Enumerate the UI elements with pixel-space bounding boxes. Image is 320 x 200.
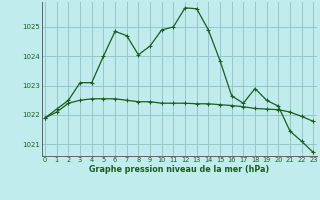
X-axis label: Graphe pression niveau de la mer (hPa): Graphe pression niveau de la mer (hPa) [89, 165, 269, 174]
